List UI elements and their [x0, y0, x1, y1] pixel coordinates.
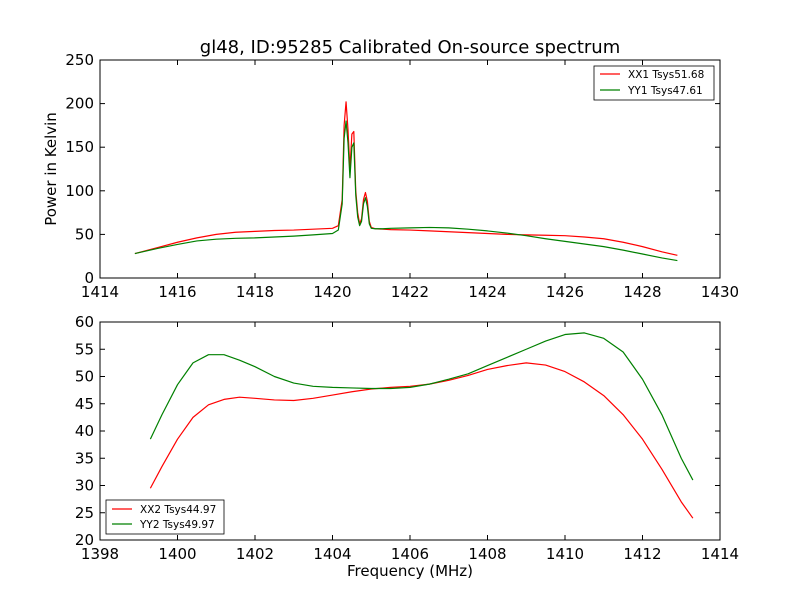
series-line-yy1: [134, 120, 678, 262]
y-tick-label: 60: [75, 313, 94, 331]
top-series-lines: [134, 101, 678, 262]
x-tick-label: 1420: [313, 283, 351, 301]
bottom-legend: XX2 Tsys44.97 YY2 Tsys49.97: [105, 499, 225, 535]
y-tick-label: 40: [75, 422, 94, 440]
bottom-ticks: 1398 1400 1402 1404 1406 1408 1410 1412 1414 20 25…: [75, 313, 739, 563]
y-tick-label: 45: [75, 395, 94, 413]
y-tick-label: 0: [84, 269, 94, 287]
top-y-axis-label: Power in Kelvin: [42, 112, 60, 226]
x-tick-label: 1414: [81, 283, 119, 301]
x-tick-label: 1412: [623, 545, 661, 563]
bottom-legend-box: [105, 499, 225, 535]
bottom-panel: Frequency (MHz) 1398 1400 1402 1404 1406 1408…: [75, 313, 739, 580]
chart-title: gl48, ID:95285 Calibrated On-source spec…: [200, 37, 620, 58]
y-tick-label: 20: [75, 531, 94, 549]
y-tick-label: 200: [65, 95, 94, 113]
x-tick-label: 1418: [236, 283, 274, 301]
y-tick-label: 150: [65, 138, 94, 156]
y-tick-label: 30: [75, 477, 94, 495]
x-tick-label: 1414: [701, 545, 739, 563]
legend-label-xx1: XX1 Tsys51.68: [628, 69, 704, 81]
y-tick-label: 50: [75, 368, 94, 386]
top-ticks: 1414 1416 1418 1420 1422 1424 1426 1428 1430 0 50 1…: [65, 51, 739, 301]
x-tick-label: 1422: [391, 283, 429, 301]
y-tick-label: 25: [75, 504, 94, 522]
x-tick-label: 1402: [236, 545, 274, 563]
y-tick-label: 35: [75, 449, 94, 467]
series-line-xx2: [149, 362, 694, 519]
top-panel: gl48, ID:95285 Calibrated On-source spec…: [42, 37, 739, 301]
x-tick-label: 1430: [701, 283, 739, 301]
x-tick-label: 1424: [468, 283, 506, 301]
x-tick-label: 1426: [546, 283, 584, 301]
x-tick-label: 1416: [158, 283, 196, 301]
series-line-yy2: [149, 332, 694, 481]
y-tick-label: 100: [65, 182, 94, 200]
x-axis-label: Frequency (MHz): [347, 562, 473, 580]
legend-label-xx2: XX2 Tsys44.97: [140, 504, 216, 516]
y-tick-label: 50: [75, 225, 94, 243]
x-tick-label: 1406: [391, 545, 429, 563]
legend-label-yy1: YY1 Tsys47.61: [627, 85, 703, 97]
y-tick-label: 55: [75, 340, 94, 358]
bottom-series-lines: [149, 332, 694, 519]
x-tick-label: 1404: [313, 545, 351, 563]
x-tick-label: 1410: [546, 545, 584, 563]
top-legend: XX1 Tsys51.68 YY1 Tsys47.61: [593, 65, 715, 101]
x-tick-label: 1428: [623, 283, 661, 301]
y-tick-label: 250: [65, 51, 94, 69]
x-tick-label: 1400: [158, 545, 196, 563]
top-legend-box: [593, 65, 715, 101]
x-tick-label: 1408: [468, 545, 506, 563]
legend-label-yy2: YY2 Tsys49.97: [139, 519, 215, 531]
x-tick-label: 1398: [81, 545, 119, 563]
